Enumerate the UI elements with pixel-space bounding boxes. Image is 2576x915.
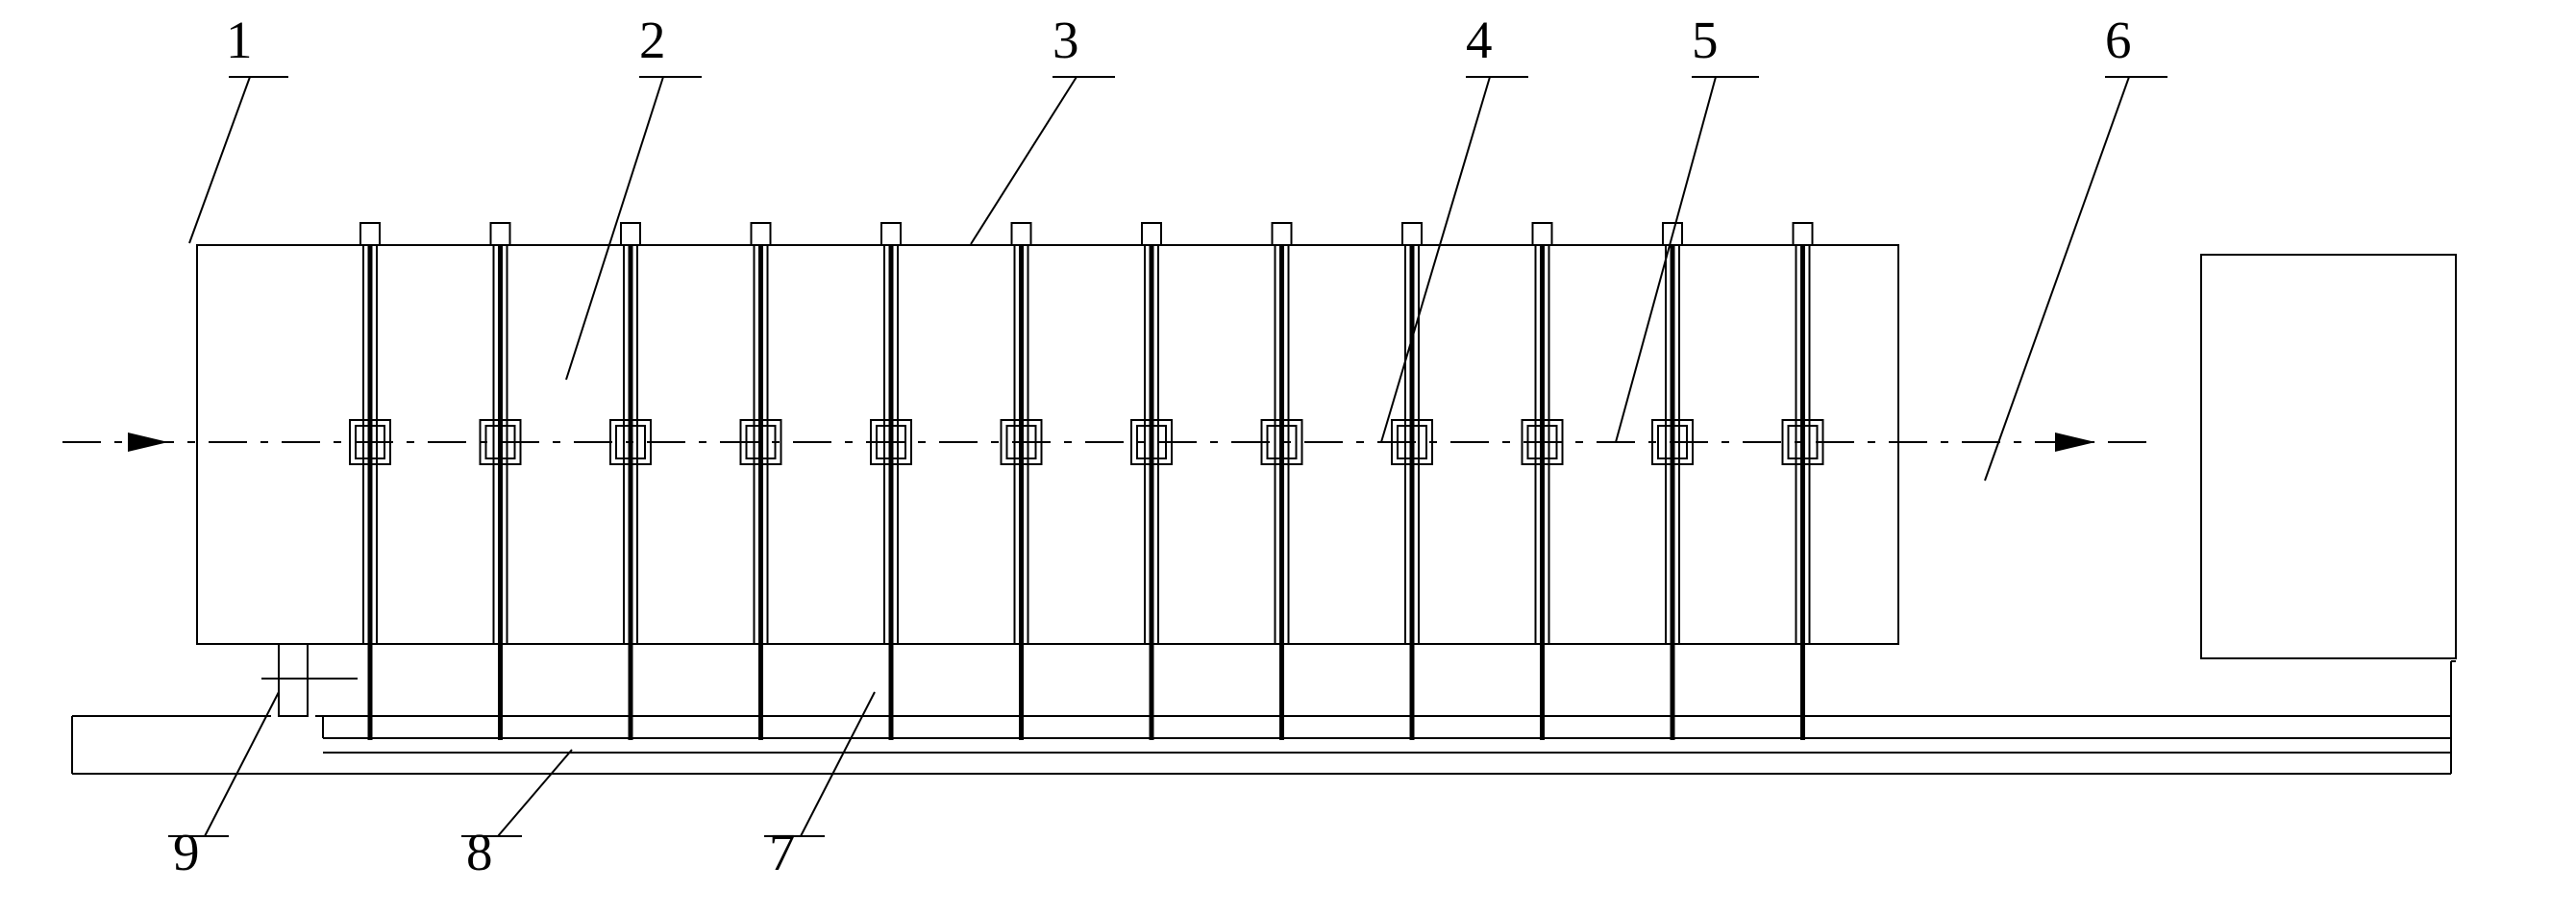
callout-2: 2 — [639, 11, 666, 69]
callout-7: 7 — [769, 823, 796, 881]
callout-4: 4 — [1466, 11, 1493, 69]
callout-6: 6 — [2105, 11, 2132, 69]
callout-5: 5 — [1692, 11, 1719, 69]
callout-3: 3 — [1053, 11, 1079, 69]
callout-8: 8 — [466, 823, 493, 881]
callout-9: 9 — [173, 823, 200, 881]
callout-1: 1 — [226, 11, 253, 69]
